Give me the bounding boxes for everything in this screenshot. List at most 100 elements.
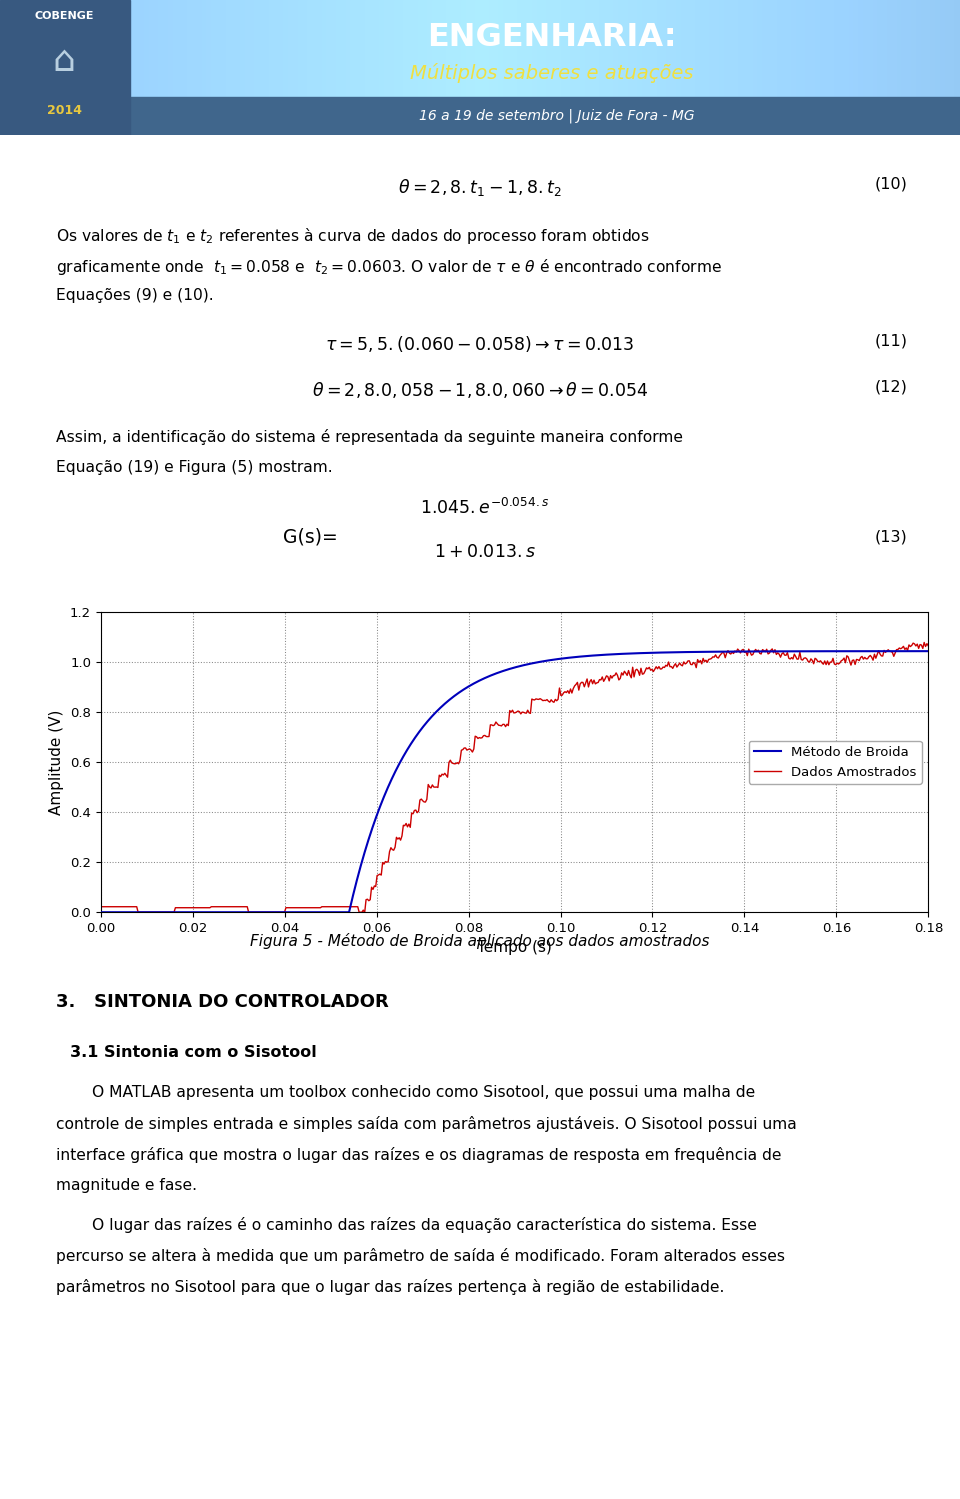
Text: interface gráfica que mostra o lugar das raízes e os diagramas de resposta em fr: interface gráfica que mostra o lugar das… xyxy=(56,1147,781,1163)
Bar xyxy=(845,0,850,97)
Bar xyxy=(466,0,470,97)
Bar xyxy=(38,0,43,97)
Método de Broida xyxy=(906,642,918,660)
Bar xyxy=(346,0,350,97)
Bar xyxy=(374,0,379,97)
Text: O MATLAB apresenta um toolbox conhecido como Sisotool, que possui uma malha de: O MATLAB apresenta um toolbox conhecido … xyxy=(92,1085,756,1100)
Bar xyxy=(624,0,629,97)
Bar xyxy=(941,0,946,97)
Bar xyxy=(778,0,782,97)
Bar xyxy=(538,0,542,97)
Bar xyxy=(826,0,830,97)
Text: Equação (19) e Figura (5) mostram.: Equação (19) e Figura (5) mostram. xyxy=(56,460,332,475)
Bar xyxy=(629,0,634,97)
Text: Equações (9) e (10).: Equações (9) e (10). xyxy=(56,288,213,303)
Bar xyxy=(552,0,557,97)
Bar xyxy=(307,0,312,97)
Bar xyxy=(835,0,840,97)
Bar xyxy=(734,0,739,97)
Text: Os valores de $t_1$ e $t_2$ referentes à curva de dados do processo foram obtido: Os valores de $t_1$ e $t_2$ referentes à… xyxy=(56,226,650,246)
Text: 3.   SINTONIA DO CONTROLADOR: 3. SINTONIA DO CONTROLADOR xyxy=(56,994,389,1012)
Bar xyxy=(542,0,547,97)
Bar xyxy=(422,0,427,97)
Método de Broida xyxy=(923,642,934,660)
Bar xyxy=(730,0,734,97)
Bar xyxy=(350,0,355,97)
Bar xyxy=(326,0,331,97)
Bar xyxy=(754,0,758,97)
Bar xyxy=(782,0,787,97)
Bar xyxy=(912,0,917,97)
Bar xyxy=(264,0,269,97)
Bar xyxy=(0,97,960,135)
Bar xyxy=(24,0,29,97)
Bar xyxy=(58,0,62,97)
Dados Amostrados xyxy=(470,729,482,747)
Bar xyxy=(10,0,14,97)
Bar xyxy=(317,0,322,97)
Bar xyxy=(648,0,653,97)
Bar xyxy=(883,0,888,97)
Bar xyxy=(101,0,106,97)
Bar xyxy=(514,0,518,97)
Bar xyxy=(490,0,494,97)
Bar xyxy=(518,0,523,97)
Bar xyxy=(67,0,72,97)
Método de Broida xyxy=(238,904,250,922)
Bar xyxy=(547,0,552,97)
Bar xyxy=(134,0,139,97)
Bar xyxy=(432,0,437,97)
Bar xyxy=(115,0,120,97)
Bar xyxy=(701,0,706,97)
Bar xyxy=(197,0,202,97)
Bar xyxy=(658,0,662,97)
Text: $\tau = 5,5.(0.060 - 0.058) \rightarrow \tau = 0.013$: $\tau = 5,5.(0.060 - 0.058) \rightarrow … xyxy=(325,334,635,354)
Bar xyxy=(365,0,370,97)
Bar xyxy=(586,0,590,97)
Bar xyxy=(787,0,792,97)
Text: Múltiplos saberes e atuações: Múltiplos saberes e atuações xyxy=(410,63,694,82)
Bar xyxy=(360,0,365,97)
Bar xyxy=(211,0,216,97)
Bar xyxy=(706,0,710,97)
Bar xyxy=(14,0,19,97)
Bar xyxy=(821,0,826,97)
Bar xyxy=(336,0,341,97)
Bar xyxy=(456,0,461,97)
Text: Figura 5 - Método de Broida aplicado aos dados amostrados: Figura 5 - Método de Broida aplicado aos… xyxy=(251,934,709,949)
Bar xyxy=(758,0,763,97)
Bar xyxy=(29,0,34,97)
Bar xyxy=(259,0,264,97)
Legend: Método de Broida, Dados Amostrados: Método de Broida, Dados Amostrados xyxy=(749,741,922,784)
Bar xyxy=(667,0,672,97)
Bar xyxy=(182,0,187,97)
Bar xyxy=(634,0,638,97)
Bar xyxy=(662,0,667,97)
Bar xyxy=(0,0,5,97)
Método de Broida xyxy=(817,642,828,660)
Text: Assim, a identificação do sistema é representada da seguinte maneira conforme: Assim, a identificação do sistema é repr… xyxy=(56,429,683,445)
Bar xyxy=(403,0,408,97)
Text: (12): (12) xyxy=(875,379,907,394)
Bar xyxy=(283,0,288,97)
Text: (11): (11) xyxy=(875,334,907,349)
Bar xyxy=(461,0,466,97)
Bar xyxy=(600,0,605,97)
Bar xyxy=(173,0,178,97)
Bar xyxy=(106,0,110,97)
Text: $\theta = 2,8.t_1- 1,8.t_2$: $\theta = 2,8.t_1- 1,8.t_2$ xyxy=(398,177,562,198)
Método de Broida xyxy=(95,904,107,922)
Bar xyxy=(154,0,158,97)
Bar xyxy=(744,0,749,97)
Bar xyxy=(643,0,648,97)
Bar xyxy=(557,0,562,97)
Text: COBENGE: COBENGE xyxy=(35,10,94,21)
Bar xyxy=(955,0,960,97)
Bar xyxy=(355,0,360,97)
Bar xyxy=(221,0,226,97)
Bar xyxy=(91,0,96,97)
Bar xyxy=(235,0,240,97)
Bar xyxy=(178,0,182,97)
Bar xyxy=(581,0,586,97)
Bar xyxy=(130,0,134,97)
